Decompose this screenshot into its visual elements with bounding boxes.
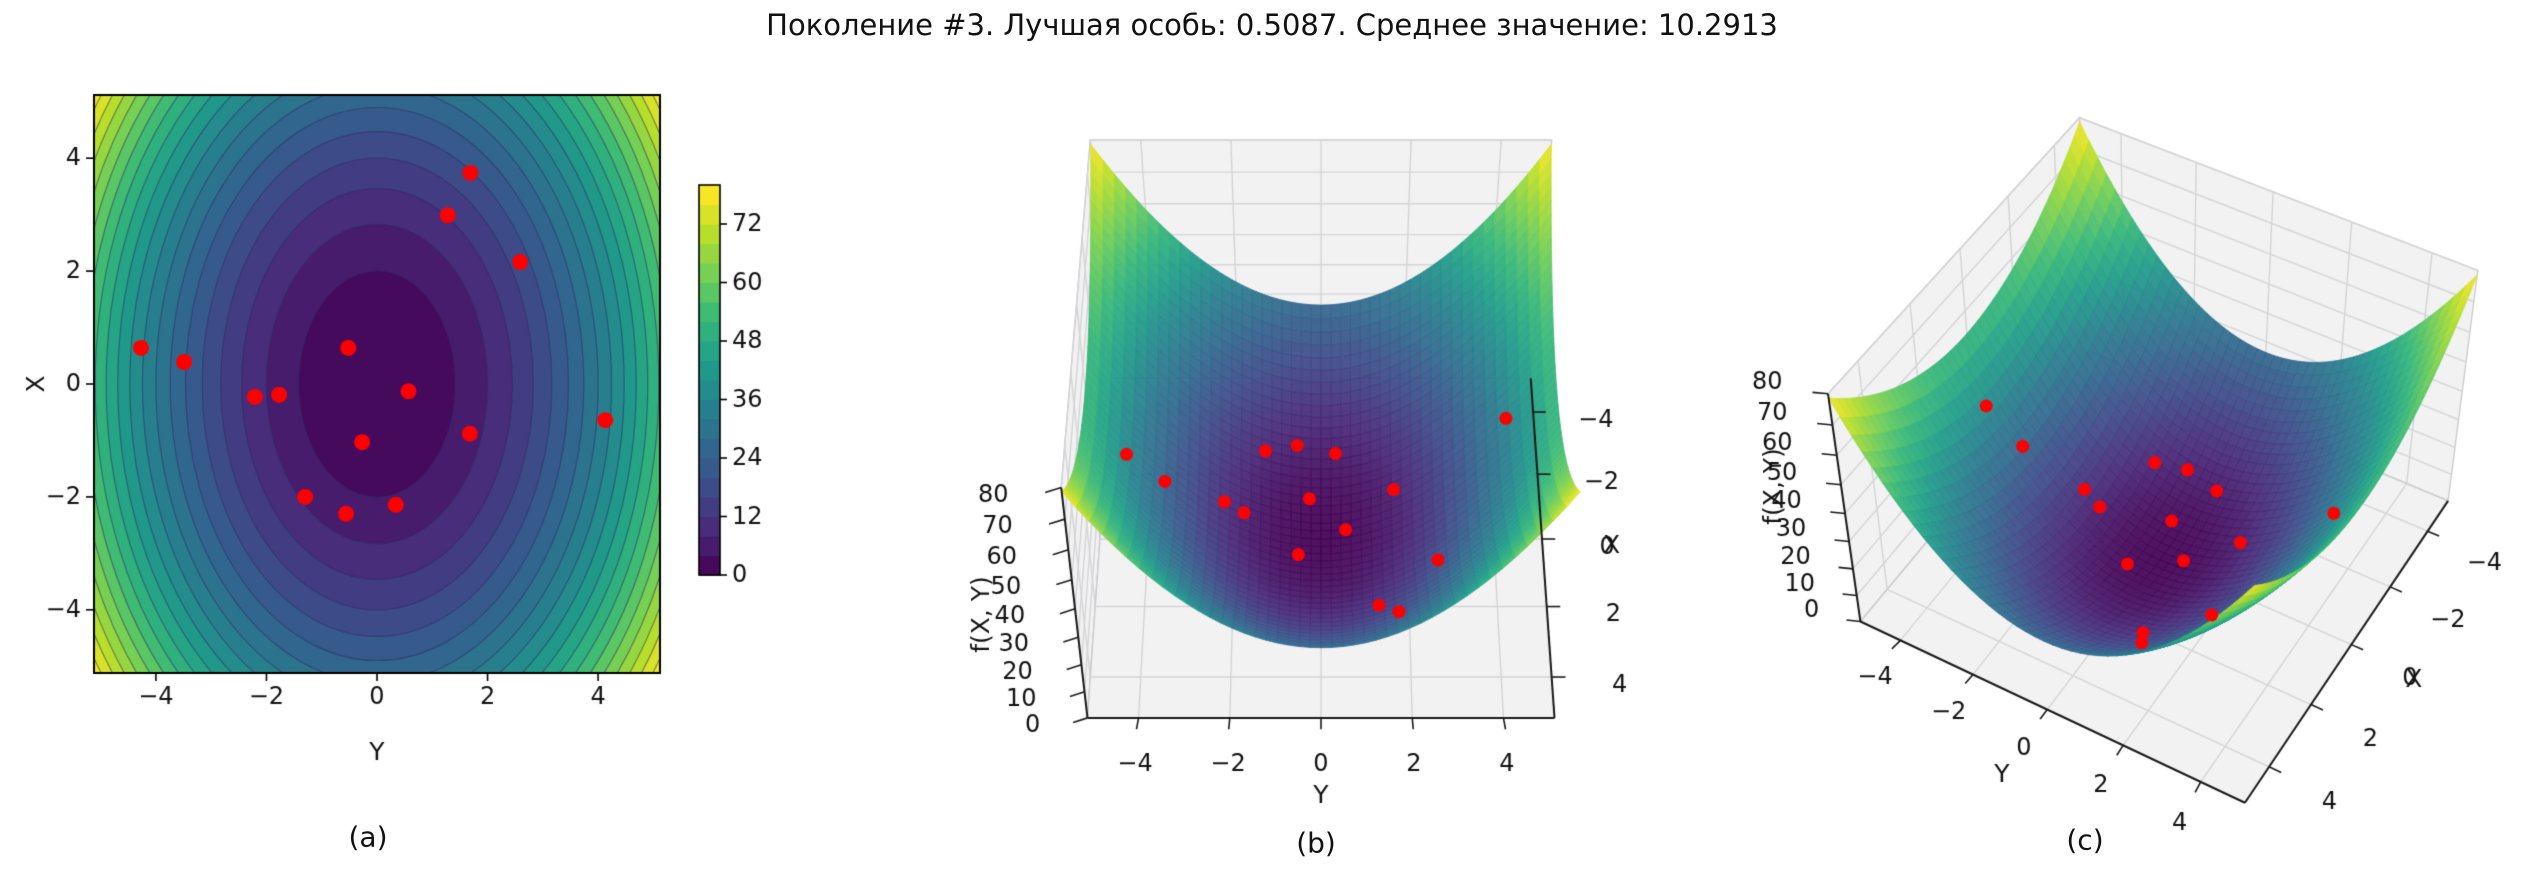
caption-subplot-a: (a): [348, 820, 388, 854]
figure-title: Поколение #3. Лучшая особь: 0.5087. Сред…: [766, 8, 1778, 42]
caption-subplot-b: (b): [1296, 826, 1336, 860]
caption-subplot-c: (c): [2066, 823, 2104, 857]
